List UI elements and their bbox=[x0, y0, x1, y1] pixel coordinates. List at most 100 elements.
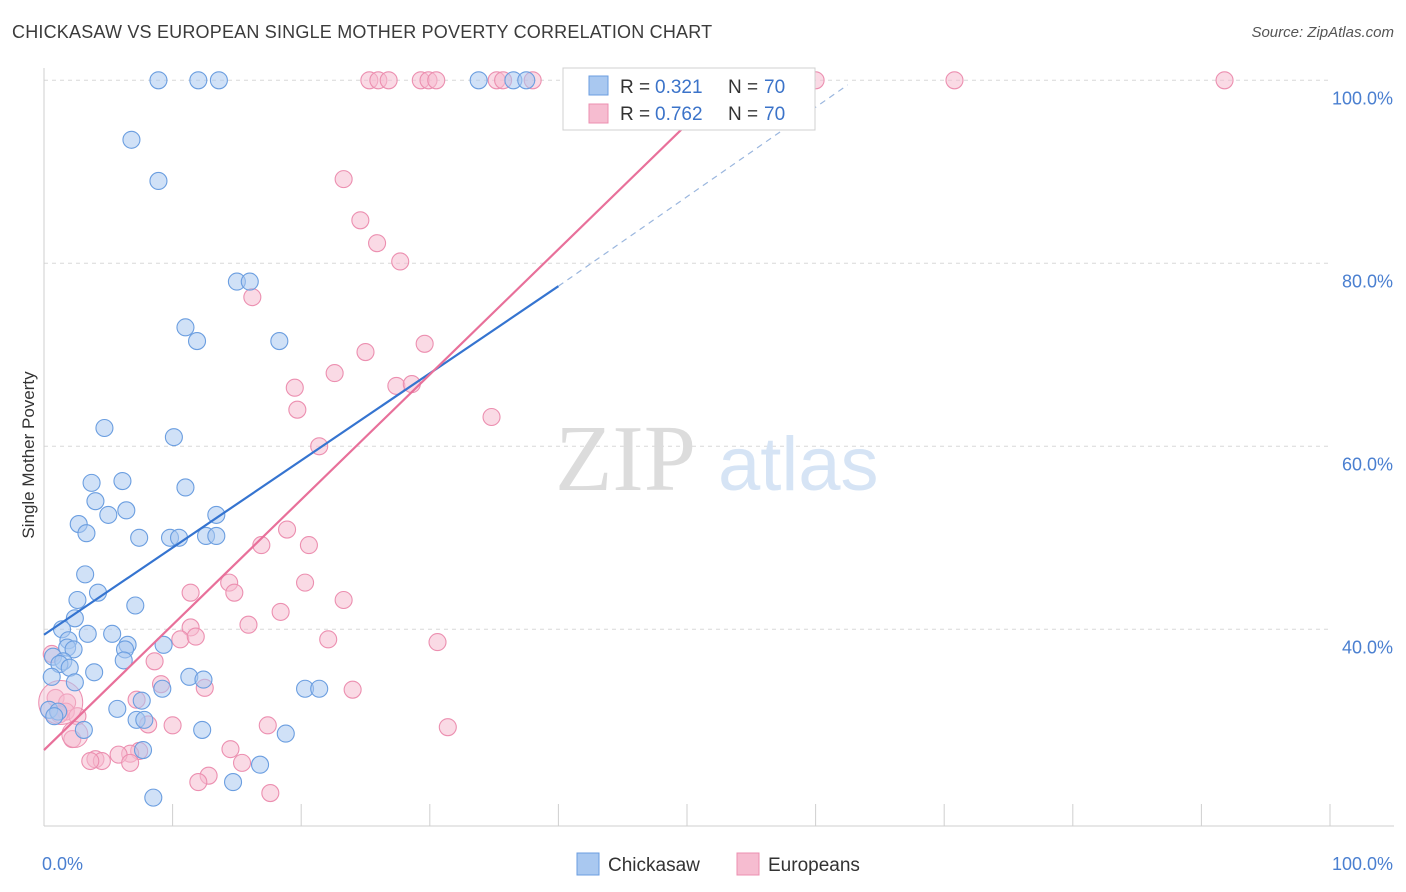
europeans-point bbox=[334, 170, 353, 189]
europeans-point bbox=[186, 627, 205, 646]
legend-r-value: 0.321 bbox=[655, 77, 703, 98]
chickasaw-point bbox=[223, 773, 243, 792]
tick-labels: 40.0% 60.0% 80.0% 100.0% 0.0% 100.0% bbox=[42, 88, 1393, 874]
chickasaw-point bbox=[114, 651, 133, 670]
legend-box: R = 0.321 N = 70 R = 0.762 N = 70 bbox=[562, 67, 816, 131]
europeans-point bbox=[391, 252, 410, 271]
europeans-point bbox=[221, 740, 240, 759]
chickasaw-point bbox=[276, 724, 295, 743]
chickasaw-point bbox=[187, 332, 207, 351]
europeans-point bbox=[1215, 71, 1234, 90]
europeans-point bbox=[299, 536, 318, 555]
chickasaw-point bbox=[270, 332, 289, 351]
europeans-point bbox=[271, 602, 290, 621]
chickasaw-point bbox=[469, 71, 488, 90]
chickasaw-point bbox=[153, 679, 172, 698]
europeans-point bbox=[285, 378, 304, 397]
y-axis-label: Single Mother Poverty bbox=[19, 371, 38, 539]
bottom-legend-swatch-europeans bbox=[736, 852, 760, 876]
chickasaw-point bbox=[209, 71, 228, 90]
chickasaw-point bbox=[154, 635, 173, 654]
chickasaw-point bbox=[189, 71, 208, 90]
chickasaw-point bbox=[144, 788, 163, 807]
bottom-legend-label-chickasaw: Chickasaw bbox=[608, 855, 700, 876]
europeans-point bbox=[243, 288, 262, 307]
chickasaw-point bbox=[207, 505, 226, 524]
europeans-point bbox=[415, 334, 434, 353]
europeans-point bbox=[428, 633, 447, 652]
gridlines bbox=[44, 79, 1330, 630]
europeans-point bbox=[121, 753, 140, 772]
chickasaw-point bbox=[207, 526, 226, 546]
europeans-point bbox=[438, 718, 457, 737]
chickasaw-point bbox=[194, 670, 213, 689]
chickasaw-point bbox=[176, 478, 195, 497]
chart-title: CHICKASAW VS EUROPEAN SINGLE MOTHER POVE… bbox=[12, 22, 713, 42]
europeans-point bbox=[356, 342, 375, 362]
chickasaw-point bbox=[133, 741, 153, 760]
europeans-point bbox=[189, 773, 208, 792]
watermark-atlas: atlas bbox=[718, 422, 879, 507]
europeans-point bbox=[334, 590, 353, 610]
chickasaw-point bbox=[85, 663, 104, 682]
chickasaw-point bbox=[95, 418, 114, 438]
chickasaw-point bbox=[149, 71, 168, 90]
y-tick-label: 60.0% bbox=[1342, 454, 1393, 474]
x-tick-label: 100.0% bbox=[1332, 854, 1393, 874]
chickasaw-point bbox=[74, 720, 93, 739]
europeans-point bbox=[325, 364, 344, 383]
legend-r-label: R = bbox=[620, 77, 650, 98]
bottom-legend-label-europeans: Europeans bbox=[768, 855, 860, 876]
chickasaw-point bbox=[86, 492, 105, 511]
europeans-point bbox=[252, 536, 271, 555]
y-tick-label: 40.0% bbox=[1342, 637, 1393, 657]
europeans-point bbox=[278, 520, 297, 539]
europeans-point bbox=[261, 784, 280, 803]
legend-r-value: 0.762 bbox=[655, 104, 703, 125]
europeans-point bbox=[145, 652, 164, 671]
chickasaw-point bbox=[310, 679, 329, 698]
chickasaw-point bbox=[250, 755, 270, 774]
europeans-point bbox=[225, 583, 244, 602]
europeans-point bbox=[351, 211, 370, 230]
europeans-point bbox=[296, 573, 315, 592]
europeans-point bbox=[343, 680, 362, 699]
europeans-point bbox=[81, 751, 100, 771]
chickasaw-point bbox=[164, 428, 183, 447]
chickasaw-point bbox=[240, 272, 259, 291]
europeans-point bbox=[368, 234, 387, 253]
legend-n-label: N = bbox=[728, 77, 758, 98]
legend-r-label: R = bbox=[620, 104, 650, 125]
europeans-point bbox=[239, 615, 258, 634]
chickasaw-point bbox=[68, 590, 87, 610]
chickasaw-trend-line bbox=[43, 285, 560, 636]
legend-n-value: 70 bbox=[764, 104, 785, 125]
watermark-zip: ZIP bbox=[555, 407, 696, 511]
axes bbox=[43, 68, 1394, 827]
europeans-point bbox=[427, 71, 446, 90]
europeans-point bbox=[482, 407, 501, 427]
chickasaw-point bbox=[42, 667, 61, 686]
chickasaw-point bbox=[132, 691, 151, 710]
y-tick-label: 100.0% bbox=[1332, 88, 1393, 108]
chickasaw-point bbox=[82, 473, 101, 492]
chickasaw-trend-extension bbox=[558, 84, 849, 287]
chickasaw-point bbox=[117, 501, 136, 520]
legend-swatch-chickasaw bbox=[588, 75, 609, 96]
europeans-trend-line bbox=[43, 79, 733, 751]
chickasaw-point bbox=[122, 130, 141, 149]
chickasaw-point bbox=[108, 699, 127, 718]
legend-n-value: 70 bbox=[764, 77, 785, 98]
chickasaw-point bbox=[176, 318, 195, 337]
trend-lines bbox=[43, 79, 849, 751]
source-credit: Source: ZipAtlas.com bbox=[1251, 24, 1394, 41]
chickasaw-point bbox=[149, 171, 168, 190]
series-chickasaw-points bbox=[40, 71, 536, 807]
europeans-point bbox=[319, 630, 338, 649]
europeans-point bbox=[288, 400, 307, 419]
chickasaw-point bbox=[78, 624, 97, 643]
chickasaw-point bbox=[193, 720, 212, 739]
chickasaw-point bbox=[64, 640, 83, 659]
bottom-legend-swatch-chickasaw bbox=[576, 852, 600, 876]
